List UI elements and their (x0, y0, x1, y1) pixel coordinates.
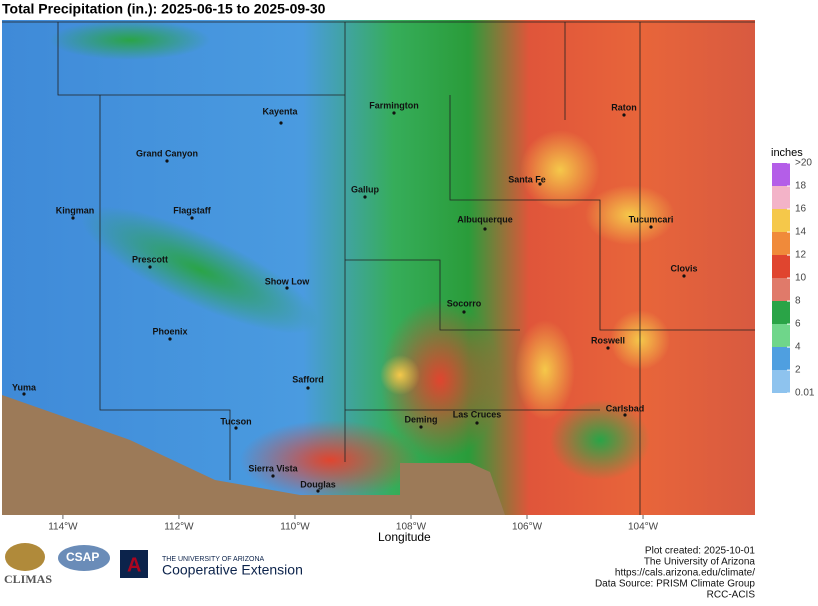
city-label: Sierra Vista (248, 463, 298, 473)
colorbar-segment (772, 232, 790, 255)
x-axis-label: Longitude (378, 530, 431, 544)
city-label: Santa Fe (508, 174, 546, 184)
legend-title: inches (771, 147, 803, 159)
colorbar-segment (772, 209, 790, 232)
colorbar-segment (772, 186, 790, 209)
footer-line: Data Source: PRISM Climate Group (595, 579, 755, 590)
city-label: Grand Canyon (136, 148, 198, 158)
colorbar-segment (772, 163, 790, 186)
city-dot (165, 159, 169, 163)
city-dot (168, 337, 172, 341)
city-label: Gallup (351, 184, 380, 194)
city-label: Las Cruces (453, 409, 502, 419)
city-dot (22, 392, 26, 396)
colorbar-segment (772, 370, 790, 393)
city-dot (475, 421, 479, 425)
title: Total Precipitation (in.): 2025-06-15 to… (2, 1, 326, 17)
legend-tick-label: 6 (795, 319, 801, 330)
city-dot (363, 195, 367, 199)
city-label: Clovis (670, 263, 697, 273)
city-label: Douglas (300, 479, 336, 489)
legend-tick-label: 16 (795, 204, 807, 215)
city-label: Socorro (447, 298, 482, 308)
city-dot (279, 121, 283, 125)
footer-line: The University of Arizona (644, 557, 756, 568)
legend-tick-label: 4 (795, 342, 801, 353)
city-dot (285, 286, 289, 290)
city-dot (462, 310, 466, 314)
city-label: Tucumcari (629, 214, 674, 224)
legend-tick-label: 12 (795, 250, 807, 261)
x-tick-label: 104°W (628, 522, 659, 533)
city-label: Show Low (265, 276, 310, 286)
city-dot (71, 216, 75, 220)
logo-text: CSAP (66, 550, 99, 564)
city-dot (148, 265, 152, 269)
legend-tick-label: 8 (795, 296, 801, 307)
colorbar-segment (772, 301, 790, 324)
city-dot (392, 111, 396, 115)
city-dot (419, 425, 423, 429)
logo-text: THE UNIVERSITY OF ARIZONA (162, 556, 264, 563)
legend-tick-label: 18 (795, 181, 807, 192)
city-dot (190, 216, 194, 220)
city-dot (682, 274, 686, 278)
city-dot (306, 386, 310, 390)
map (2, 20, 755, 515)
city-dot (606, 346, 610, 350)
legend-tick-label: 10 (795, 273, 807, 284)
city-label: Tucson (220, 416, 251, 426)
legend-tick-label: >20 (795, 158, 812, 169)
x-tick-label: 112°W (164, 522, 194, 533)
city-label: Farmington (369, 100, 419, 110)
legend-tick-label: 14 (795, 227, 807, 238)
city-dot (622, 113, 626, 117)
city-label: Raton (611, 102, 637, 112)
legend-tick-label: 0.01 (795, 388, 815, 399)
svg-text:A: A (127, 554, 141, 576)
x-tick-label: 110°W (280, 522, 310, 533)
logos: CLIMAS CSAP A THE UNIVERSITY OF ARIZONA … (4, 543, 303, 586)
city-dot (234, 426, 238, 430)
colorbar-segment (772, 324, 790, 347)
logo-text: CLIMAS (4, 572, 52, 586)
colorbar-segment (772, 347, 790, 370)
city-label: Safford (292, 374, 324, 384)
city-label: Flagstaff (173, 205, 212, 215)
x-tick-label: 108°W (396, 522, 427, 533)
city-dot (538, 182, 542, 186)
logo-text: Cooperative Extension (162, 562, 303, 578)
footer-line: RCC-ACIS (707, 590, 756, 601)
colorbar-segment (772, 255, 790, 278)
x-tick-label: 114°W (48, 522, 78, 533)
legend-tick-label: 2 (795, 365, 801, 376)
footer-line: https://cals.arizona.edu/climate/ (615, 568, 755, 579)
colorbar-segment (772, 278, 790, 301)
city-label: Kingman (56, 205, 95, 215)
city-label: Albuquerque (457, 214, 513, 224)
city-dot (649, 225, 653, 229)
city-label: Carlsbad (606, 403, 645, 413)
city-label: Phoenix (152, 326, 187, 336)
city-dot (623, 413, 627, 417)
city-label: Yuma (12, 382, 37, 392)
x-tick-label: 106°W (512, 522, 543, 533)
city-dot (316, 489, 320, 493)
city-label: Deming (404, 414, 437, 424)
city-label: Kayenta (262, 106, 298, 116)
city-label: Prescott (132, 254, 168, 264)
city-label: Roswell (591, 335, 625, 345)
footer-line: Plot created: 2025-10-01 (645, 546, 756, 557)
city-dot (483, 227, 487, 231)
city-dot (271, 474, 275, 478)
